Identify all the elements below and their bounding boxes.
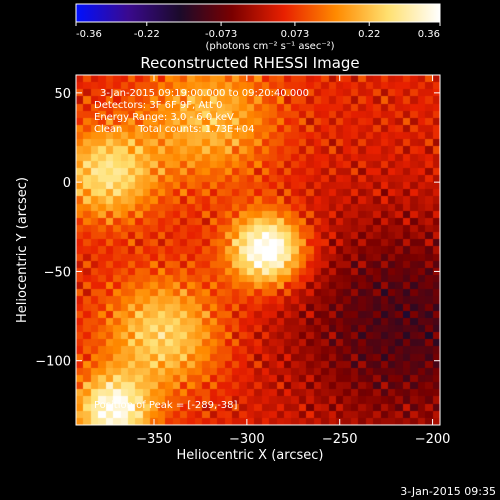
colorbar-tick-label: -0.22	[134, 29, 160, 40]
peak-position-label: Position of Peak = [-289,-38]	[94, 400, 238, 411]
y-tick-label: 0	[63, 176, 71, 191]
colorbar-tick-label: -0.36	[76, 29, 102, 40]
x-tick-label: −250	[322, 432, 358, 447]
colorbar-tick-label: -0.073	[205, 29, 237, 40]
colorbar-gradient	[75, 3, 441, 23]
info-detectors: Detectors: 3F 6F 9F, Att 0	[94, 100, 222, 111]
colorbar: -0.36 -0.22 -0.073 0.073 0.22 0.36 (photons c…	[75, 3, 441, 52]
colorbar-tick-label: 0.36	[418, 29, 440, 40]
y-axis-ticks: 50 0 −50 −100	[35, 87, 440, 370]
x-axis-label: Heliocentric X (arcsec)	[177, 448, 324, 463]
x-tick-label: −350	[136, 432, 172, 447]
y-axis-label: Heliocentric Y (arcsec)	[15, 177, 30, 323]
x-axis-ticks: −350 −300 −250 −200	[136, 75, 450, 447]
plot-frame	[75, 74, 441, 426]
y-tick-label: −50	[44, 265, 71, 280]
footer-timestamp: 3-Jan-2015 09:35	[400, 485, 496, 498]
y-tick-label: 50	[54, 87, 71, 102]
chart-title: Reconstructed RHESSI Image	[140, 54, 359, 72]
info-time: 3-Jan-2015 09:19:00.000 to 09:20:40.000	[100, 88, 309, 99]
colorbar-tick-label: 0.22	[358, 29, 380, 40]
info-clean: Clean Total counts: 1.73E+04	[94, 124, 254, 135]
colorbar-tick-label: 0.073	[281, 29, 310, 40]
y-tick-label: −100	[35, 355, 71, 370]
colorbar-units-label: (photons cm⁻² s⁻¹ asec⁻²)	[205, 41, 334, 52]
colorbar-ticks: -0.36 -0.22 -0.073 0.073 0.22 0.36	[75, 22, 441, 40]
observation-info: 3-Jan-2015 09:19:00.000 to 09:20:40.000 …	[94, 88, 309, 135]
heatmap-image	[76, 75, 440, 425]
x-tick-label: −200	[415, 432, 451, 447]
info-energy: Energy Range: 3.0 - 6.0 keV	[94, 112, 234, 123]
x-tick-label: −300	[229, 432, 265, 447]
